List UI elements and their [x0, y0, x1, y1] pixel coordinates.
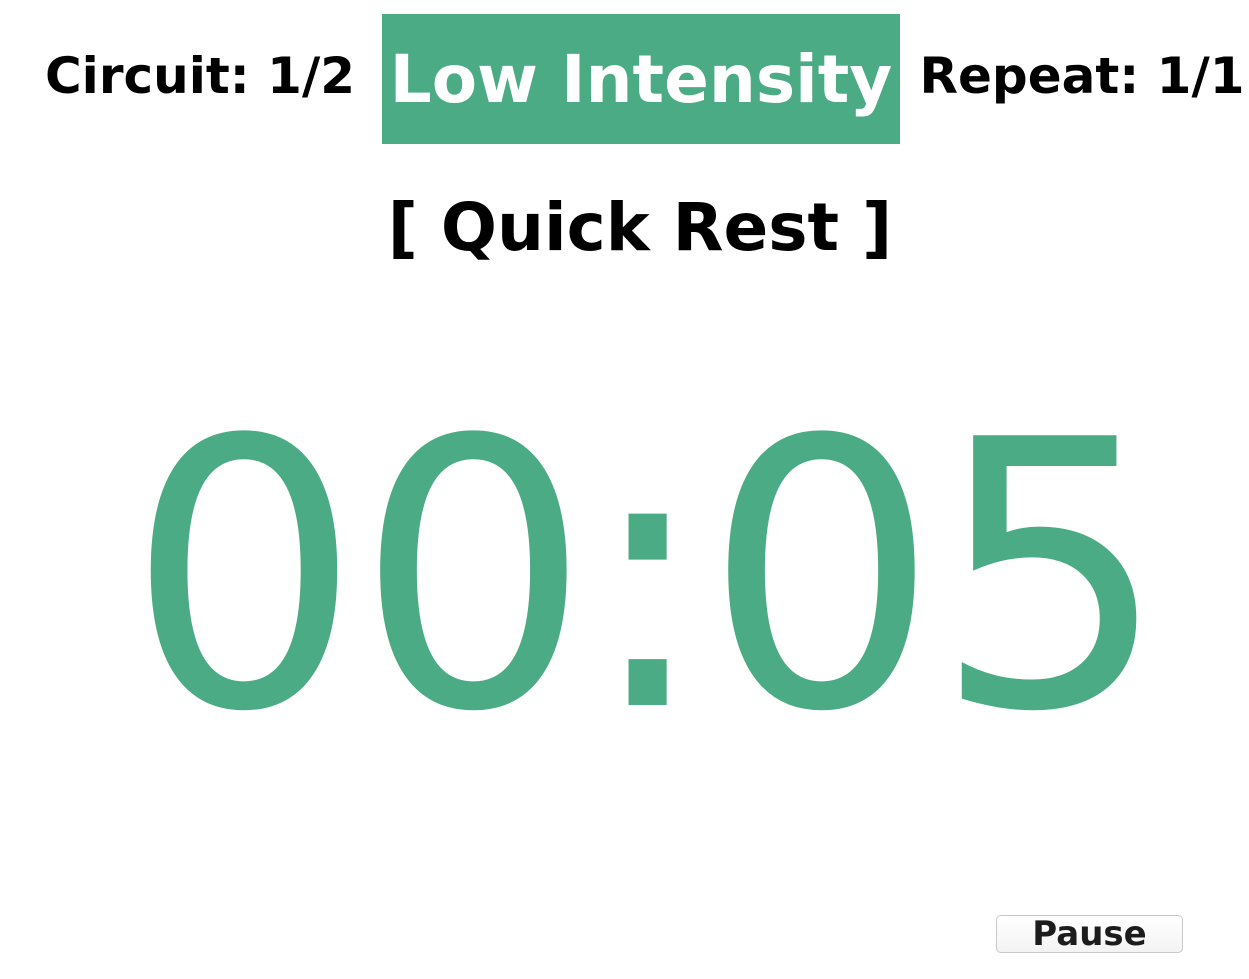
countdown-timer: 00:05 [126, 363, 1168, 793]
pause-button[interactable]: Pause [996, 914, 1183, 954]
phase-label: [ Quick Rest ] [387, 189, 893, 266]
intensity-badge: Low Intensity [382, 14, 900, 144]
repeat-counter: Repeat: 1/1 [919, 47, 1245, 105]
circuit-counter: Circuit: 1/2 [44, 47, 355, 105]
